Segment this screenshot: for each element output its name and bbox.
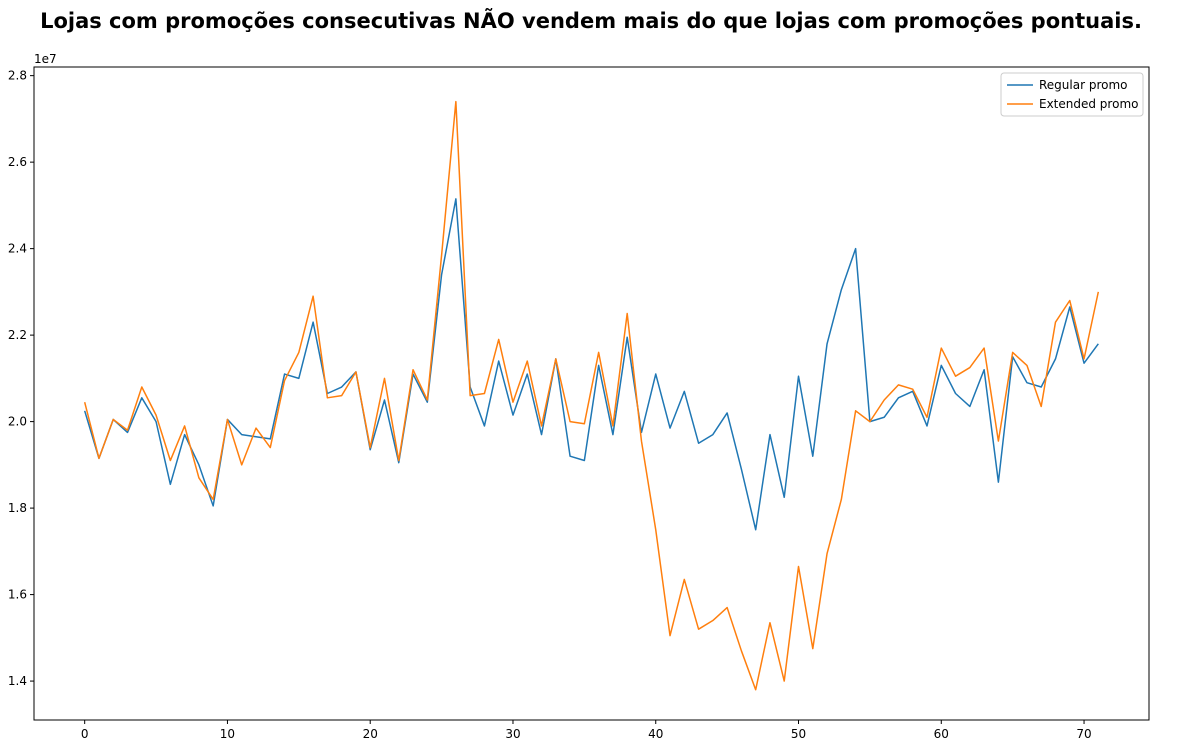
legend-box [1000,72,1144,117]
x-tick-label: 50 [791,727,806,741]
legend-label-extended-promo: Extended promo [1039,97,1138,111]
y-tick-label: 2.2 [8,328,27,342]
y-tick-label: 1.4 [8,674,27,688]
x-tick-label: 10 [220,727,235,741]
series-line-regular-promo [83,198,1099,531]
legend: Regular promo Extended promo [1000,72,1144,117]
y-tick-label: 2.4 [8,242,27,256]
series-lines [83,100,1100,691]
x-tick-label: 20 [363,727,378,741]
y-tick-label: 2.0 [8,415,27,429]
plot-area [33,66,1150,721]
x-tick-label: 70 [1076,727,1091,741]
y-tick-label: 1.8 [8,501,27,515]
x-tick-label: 30 [505,727,520,741]
x-tick-label: 40 [648,727,663,741]
y-axis: 1.4 1.6 1.8 2.0 2.2 2.4 2.6 2.8 [8,69,34,688]
x-tick-label: 60 [934,727,949,741]
y-tick-label: 2.8 [8,69,27,83]
series-line-extended-promo [83,100,1100,691]
y-tick-label: 2.6 [8,155,27,169]
x-tick-label: 0 [81,727,89,741]
y-tick-label: 1.6 [8,588,27,602]
x-axis: 0 10 20 30 40 50 60 70 [81,720,1092,741]
legend-label-regular-promo: Regular promo [1039,78,1128,92]
y-axis-offset-label: 1e7 [34,52,57,66]
chart-title: Lojas com promoções consecutivas NÃO ven… [40,8,1142,33]
